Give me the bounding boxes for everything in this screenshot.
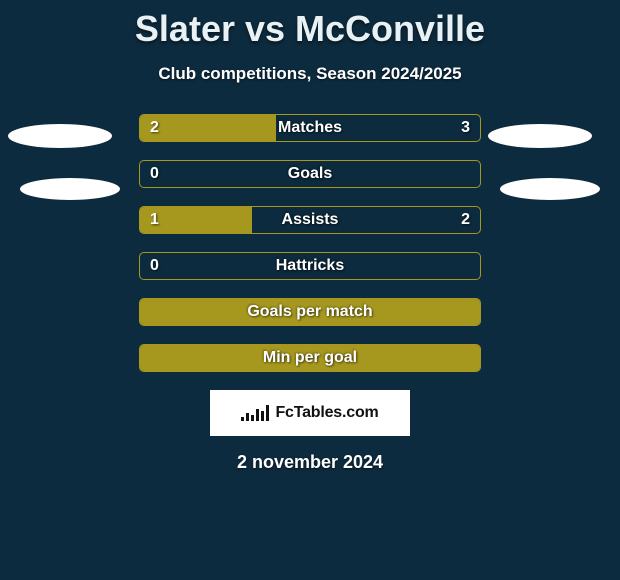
player-chip-left <box>20 178 120 200</box>
player-chip-left <box>8 124 112 148</box>
player-chip-right <box>500 178 600 200</box>
stat-label: Hattricks <box>140 253 480 279</box>
stat-label: Assists <box>140 207 480 233</box>
stat-label: Min per goal <box>140 345 480 371</box>
stat-bar: Goals per match <box>139 298 481 326</box>
player-chip-right <box>488 124 592 148</box>
stat-bar: 0Hattricks <box>139 252 481 280</box>
stat-bar: Min per goal <box>139 344 481 372</box>
stat-bar: 0Goals <box>139 160 481 188</box>
stat-bar: 23Matches <box>139 114 481 142</box>
comparison-panel: 23Matches 0Goals 12Assists 0Hattricks Goals … <box>0 114 620 473</box>
page-title: Slater vs McConville <box>0 0 620 50</box>
brand-box: FcTables.com <box>210 390 410 436</box>
stat-bar: 12Assists <box>139 206 481 234</box>
stat-label: Goals per match <box>140 299 480 325</box>
brand-bars-icon <box>241 405 269 421</box>
stat-bars: 23Matches 0Goals 12Assists 0Hattricks Goals … <box>139 114 481 372</box>
stat-label: Goals <box>140 161 480 187</box>
brand-text: FcTables.com <box>275 404 378 422</box>
date-stamp: 2 november 2024 <box>0 452 620 473</box>
stat-label: Matches <box>140 115 480 141</box>
page-subtitle: Club competitions, Season 2024/2025 <box>0 64 620 84</box>
